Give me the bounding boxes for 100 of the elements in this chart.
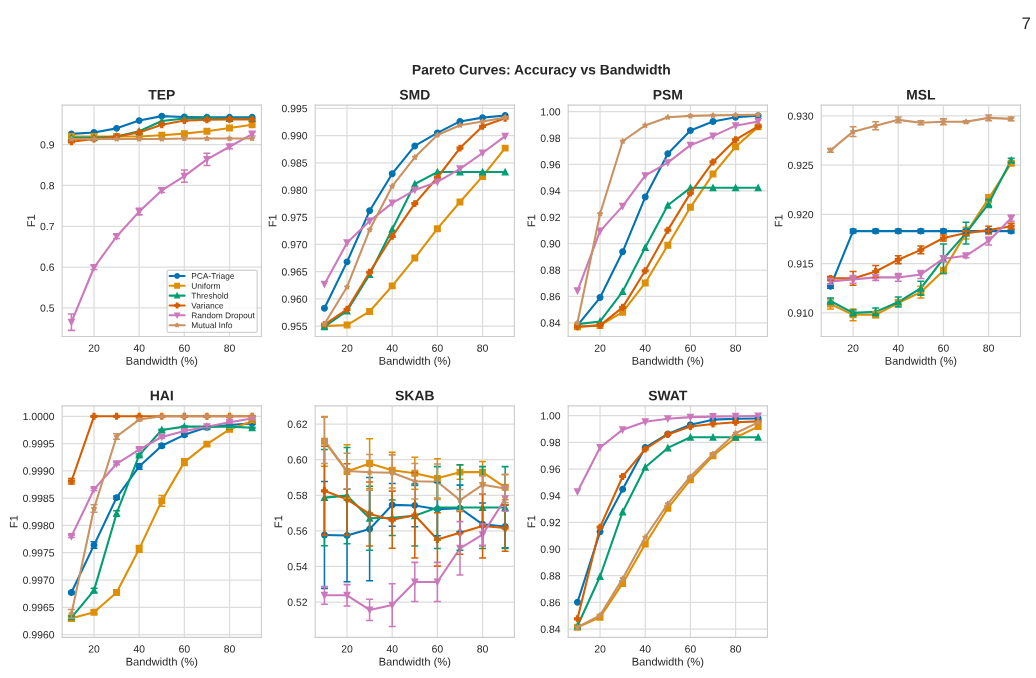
legend-label: Uniform [191,282,220,289]
x-tick-label: 80 [224,645,235,653]
y-tick-label: 0.94 [540,187,561,195]
y-tick-label: 0.9970 [23,576,55,584]
y-tick-label: 0.9980 [23,521,55,530]
y-tick-label: 0.88 [540,572,561,580]
y-axis-title: F1 [774,214,783,227]
legend-label: Variance [191,302,224,309]
x-tick-label: 60 [685,344,696,352]
y-tick-label: 0.94 [540,492,561,500]
y-tick-label: 0.84 [540,319,561,327]
x-tick-label: 80 [730,645,741,653]
x-tick-label: 60 [179,645,190,653]
y-tick-label: 0.7 [40,222,54,231]
y-axis-title: F1 [274,515,283,528]
x-tick-label: 60 [938,344,949,352]
chart-title: SKAB [395,390,434,401]
y-tick-label: 0.8 [40,181,55,190]
y-tick-label: 0.86 [540,292,561,301]
y-tick-label: 0.9975 [23,549,55,557]
y-tick-label: 0.9995 [23,440,55,448]
y-tick-label: 0.960 [281,295,308,303]
y-tick-label: 0.92 [540,518,561,527]
y-tick-label: 0.980 [281,186,308,194]
x-tick-label: 20 [88,344,100,352]
x-tick-label: 20 [341,645,353,653]
legend-label: Random Dropout [191,312,255,320]
x-axis-title: Bandwidth (%) [632,657,704,668]
y-tick-label: 0.6 [40,263,55,271]
y-tick-label: 0.9960 [23,631,55,639]
y-tick-label: 0.925 [787,161,814,170]
legend-label: PCA-Triage [191,272,235,281]
chart-title: TEP [148,89,175,100]
y-tick-label: 1.0000 [23,412,55,421]
x-tick-label: 80 [730,344,741,352]
y-tick-label: 0.9990 [23,467,55,475]
y-tick-label: 0.9965 [23,603,55,612]
x-tick-label: 80 [983,344,994,352]
y-tick-label: 0.985 [281,159,308,167]
y-axis-title: F1 [27,214,35,227]
y-tick-label: 0.9 [40,141,55,149]
chart-title: SWAT [648,390,688,401]
x-tick-label: 40 [892,344,904,352]
y-tick-label: 1.00 [541,108,561,116]
x-axis-title: Bandwidth (%) [885,356,957,367]
x-tick-label: 80 [477,344,488,352]
y-tick-label: 0.58 [287,491,308,500]
text: 7 [1022,17,1030,30]
y-axis-title: F1 [268,214,277,227]
legend-label: Threshold [191,292,228,299]
y-tick-label: 0.96 [540,465,561,473]
x-tick-label: 20 [88,645,100,653]
x-tick-label: 40 [133,645,145,653]
y-tick-label: 0.955 [281,322,308,331]
y-tick-label: 0.96 [540,160,561,169]
y-tick-label: 0.90 [540,240,561,248]
y-tick-label: 0.90 [540,545,561,553]
y-axis-title: F1 [527,515,536,528]
y-tick-label: 0.62 [287,420,308,428]
text: Pareto Curves: Accuracy vs Bandwidth [412,64,670,78]
chart-title: SMD [399,89,430,100]
x-axis-title: Bandwidth (%) [379,657,451,668]
x-tick-label: 80 [477,645,488,653]
y-tick-label: 0.920 [787,210,814,219]
y-tick-label: 0.915 [787,260,814,268]
legend-label: Mutual Info [191,322,233,329]
x-tick-label: 40 [133,344,145,352]
y-tick-label: 0.970 [281,240,308,249]
y-tick-label: 0.910 [787,309,814,317]
x-axis-title: Bandwidth (%) [126,657,198,668]
x-tick-label: 20 [594,645,606,653]
y-tick-label: 0.56 [287,527,308,535]
x-tick-label: 60 [179,344,190,352]
y-tick-label: 0.5 [40,304,55,312]
y-tick-label: 0.92 [540,213,561,222]
y-tick-label: 0.975 [281,213,308,222]
y-tick-label: 0.86 [540,598,561,607]
chart-title: HAI [150,390,173,401]
y-tick-label: 0.98 [540,438,561,447]
x-axis-title: Bandwidth (%) [632,356,704,367]
x-tick-label: 60 [685,645,696,653]
y-tick-label: 0.990 [281,132,308,140]
y-tick-label: 0.88 [540,266,561,274]
x-tick-label: 40 [639,344,651,352]
y-tick-label: 0.9985 [23,494,55,503]
x-tick-label: 80 [224,344,235,352]
x-tick-label: 20 [341,344,353,352]
x-tick-label: 40 [386,645,398,653]
x-tick-label: 60 [432,645,443,653]
x-tick-label: 40 [639,645,651,653]
x-tick-label: 20 [847,344,859,352]
x-tick-label: 20 [594,344,606,352]
y-axis-title: F1 [9,515,18,528]
y-tick-label: 1.00 [541,412,561,420]
y-axis-title: F1 [527,214,536,227]
y-tick-label: 0.52 [287,598,308,606]
y-tick-label: 0.84 [540,625,561,633]
x-axis-title: Bandwidth (%) [379,356,451,367]
y-tick-label: 0.54 [287,562,308,571]
chart-title: MSL [907,89,936,100]
